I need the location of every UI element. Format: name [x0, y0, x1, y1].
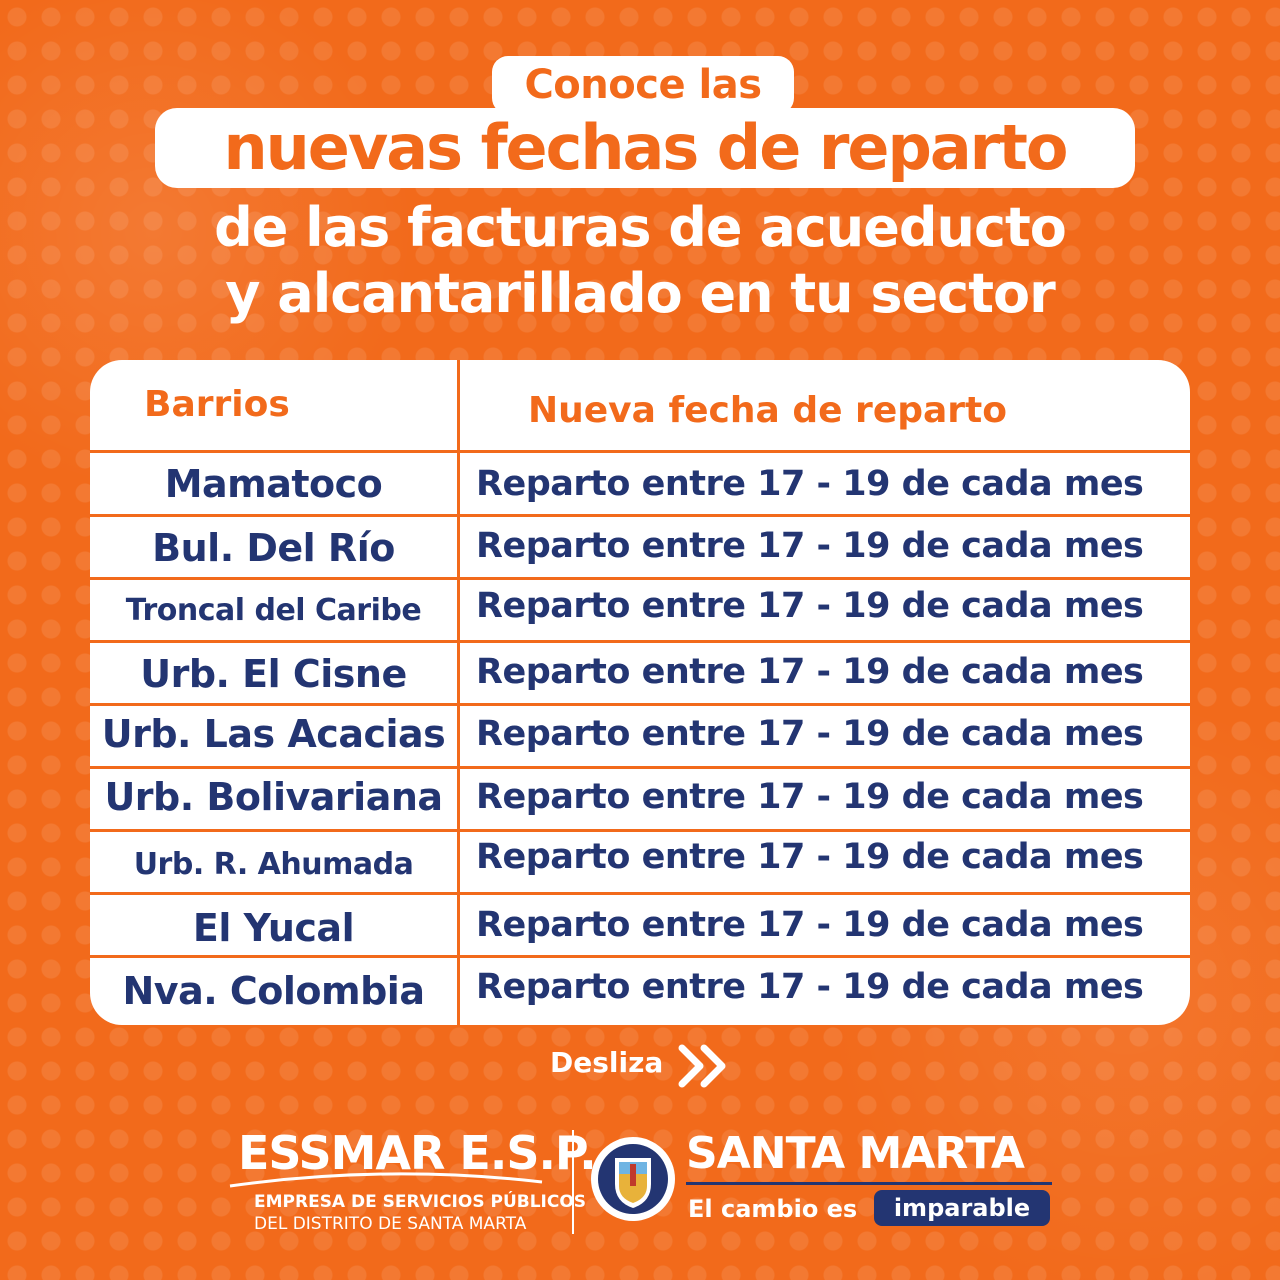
row-divider — [90, 892, 1190, 895]
table-row-fecha: Reparto entre 17 - 19 de cada mes — [476, 714, 1144, 754]
logo-divider — [572, 1130, 574, 1234]
column-divider — [457, 360, 460, 1025]
column-header-fecha: Nueva fecha de reparto — [528, 390, 1007, 431]
table-row-fecha: Reparto entre 17 - 19 de cada mes — [476, 967, 1144, 1007]
row-divider — [90, 514, 1190, 517]
table-row-fecha: Reparto entre 17 - 19 de cada mes — [476, 905, 1144, 945]
subtitle-line2: y alcantarillado en tu sector — [225, 262, 1056, 325]
essmar-logo-name: ESSMAR E.S.P. — [238, 1126, 597, 1180]
table-row-barrio: Urb. Las Acacias — [101, 712, 446, 756]
subtitle-line1: de las facturas de acueducto — [214, 196, 1067, 259]
row-divider — [90, 766, 1190, 769]
row-divider — [90, 640, 1190, 643]
title-small: Conoce las — [524, 62, 762, 108]
column-header-barrios: Barrios — [144, 384, 290, 425]
double-chevron-right-icon[interactable] — [678, 1044, 734, 1088]
slogan-badge — [874, 1190, 1050, 1226]
row-divider — [90, 450, 1190, 453]
essmar-tagline-2: DEL DISTRITO DE SANTA MARTA — [254, 1214, 527, 1234]
swipe-hint-label[interactable]: Desliza — [550, 1046, 664, 1079]
table-row-fecha: Reparto entre 17 - 19 de cada mes — [476, 652, 1144, 692]
schedule-table: Barrios Nueva fecha de reparto Mamatoco … — [90, 360, 1190, 1025]
table-row-fecha: Reparto entre 17 - 19 de cada mes — [476, 837, 1144, 877]
table-row-barrio: Troncal del Caribe — [125, 593, 422, 628]
row-divider — [90, 829, 1190, 832]
row-divider — [90, 955, 1190, 958]
table-row-barrio: El Yucal — [192, 906, 355, 950]
santa-marta-logo-name: SANTA MARTA — [686, 1128, 1025, 1179]
row-divider — [90, 577, 1190, 580]
essmar-swoosh-icon — [229, 1172, 543, 1188]
title-big-pill — [155, 108, 1135, 188]
table-row-barrio: Urb. R. Ahumada — [133, 847, 414, 882]
santa-marta-underline — [686, 1182, 1052, 1185]
table-row-fecha: Reparto entre 17 - 19 de cada mes — [476, 586, 1144, 626]
essmar-tagline-1: EMPRESA DE SERVICIOS PÚBLICOS — [254, 1192, 587, 1212]
slogan-text: El cambio es — [688, 1195, 858, 1223]
row-divider — [90, 703, 1190, 706]
table-row-barrio: Urb. Bolivariana — [104, 775, 443, 819]
table-row-barrio: Bul. Del Río — [152, 526, 395, 570]
city-seal-icon — [591, 1137, 675, 1221]
table-row-barrio: Mamatoco — [164, 462, 383, 506]
table-row-fecha: Reparto entre 17 - 19 de cada mes — [476, 526, 1144, 566]
table-row-fecha: Reparto entre 17 - 19 de cada mes — [476, 464, 1144, 504]
title-small-pill — [492, 56, 794, 114]
title-big: nuevas fechas de reparto — [223, 111, 1069, 184]
slogan-badge-text: imparable — [893, 1194, 1031, 1222]
table-row-barrio: Nva. Colombia — [122, 969, 425, 1013]
table-row-fecha: Reparto entre 17 - 19 de cada mes — [476, 777, 1144, 817]
table-row-barrio: Urb. El Cisne — [140, 652, 407, 696]
